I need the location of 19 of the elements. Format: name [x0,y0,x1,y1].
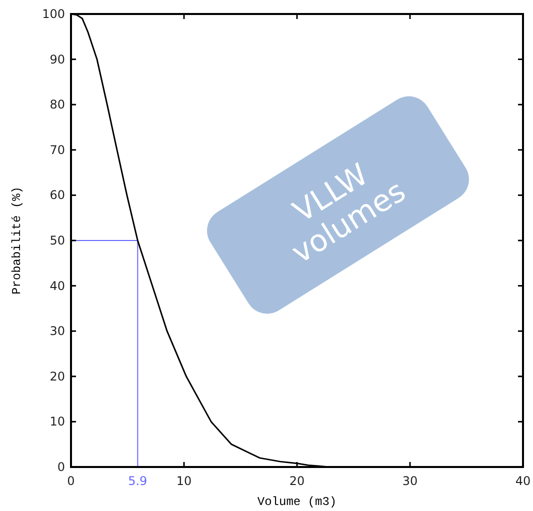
x-tick-label: 0 [67,474,75,488]
y-tick-label: 80 [50,98,65,112]
x-tick-label: 20 [289,474,305,488]
y-tick-label: 40 [50,278,65,293]
y-tick-label: 50 [50,234,65,248]
y-tick-label: 90 [50,52,65,66]
x-tick-label: 30 [402,474,418,488]
y-tick-label: 0 [57,460,65,474]
y-tick-label: 20 [50,369,65,384]
y-tick-label: 10 [50,414,65,429]
x-tick-label: 10 [176,474,192,488]
x-axis-title: Volume (m3) [257,495,337,509]
y-tick-label: 100 [42,7,65,21]
y-tick-label: 60 [50,188,65,202]
x-tick-label: 40 [515,474,531,488]
y-axis-title: Probabilité (%) [10,186,24,295]
ref-line-label: 5.9 [128,474,148,488]
y-tick-label: 30 [50,324,65,338]
y-tick-label: 70 [50,142,65,157]
